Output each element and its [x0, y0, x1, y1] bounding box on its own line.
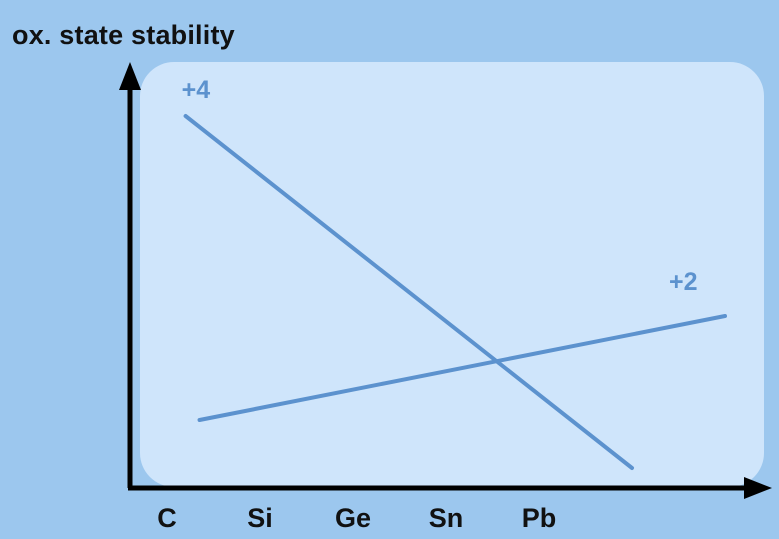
x-tick-labels: C Si Ge Sn Pb: [157, 503, 556, 533]
x-axis-arrow: [744, 477, 772, 499]
series-label-plus2: +2: [669, 268, 698, 296]
series-label-plus4: +4: [182, 76, 211, 104]
x-tick-label-sn: Sn: [429, 503, 464, 533]
series-layer: [183, 114, 727, 470]
plot-area: [140, 62, 764, 487]
x-tick-label-pb: Pb: [522, 503, 557, 533]
y-axis-label: ox. state stability: [12, 20, 235, 50]
y-axis-arrow: [119, 62, 141, 90]
x-tick-label-si: Si: [247, 503, 273, 533]
series-line-plus4: [183, 114, 634, 470]
series-labels: +4 +2: [182, 76, 698, 296]
series-line-plus2: [197, 314, 727, 422]
x-tick-label-c: C: [157, 503, 177, 533]
axes: [119, 62, 772, 499]
x-tick-label-ge: Ge: [335, 503, 371, 533]
